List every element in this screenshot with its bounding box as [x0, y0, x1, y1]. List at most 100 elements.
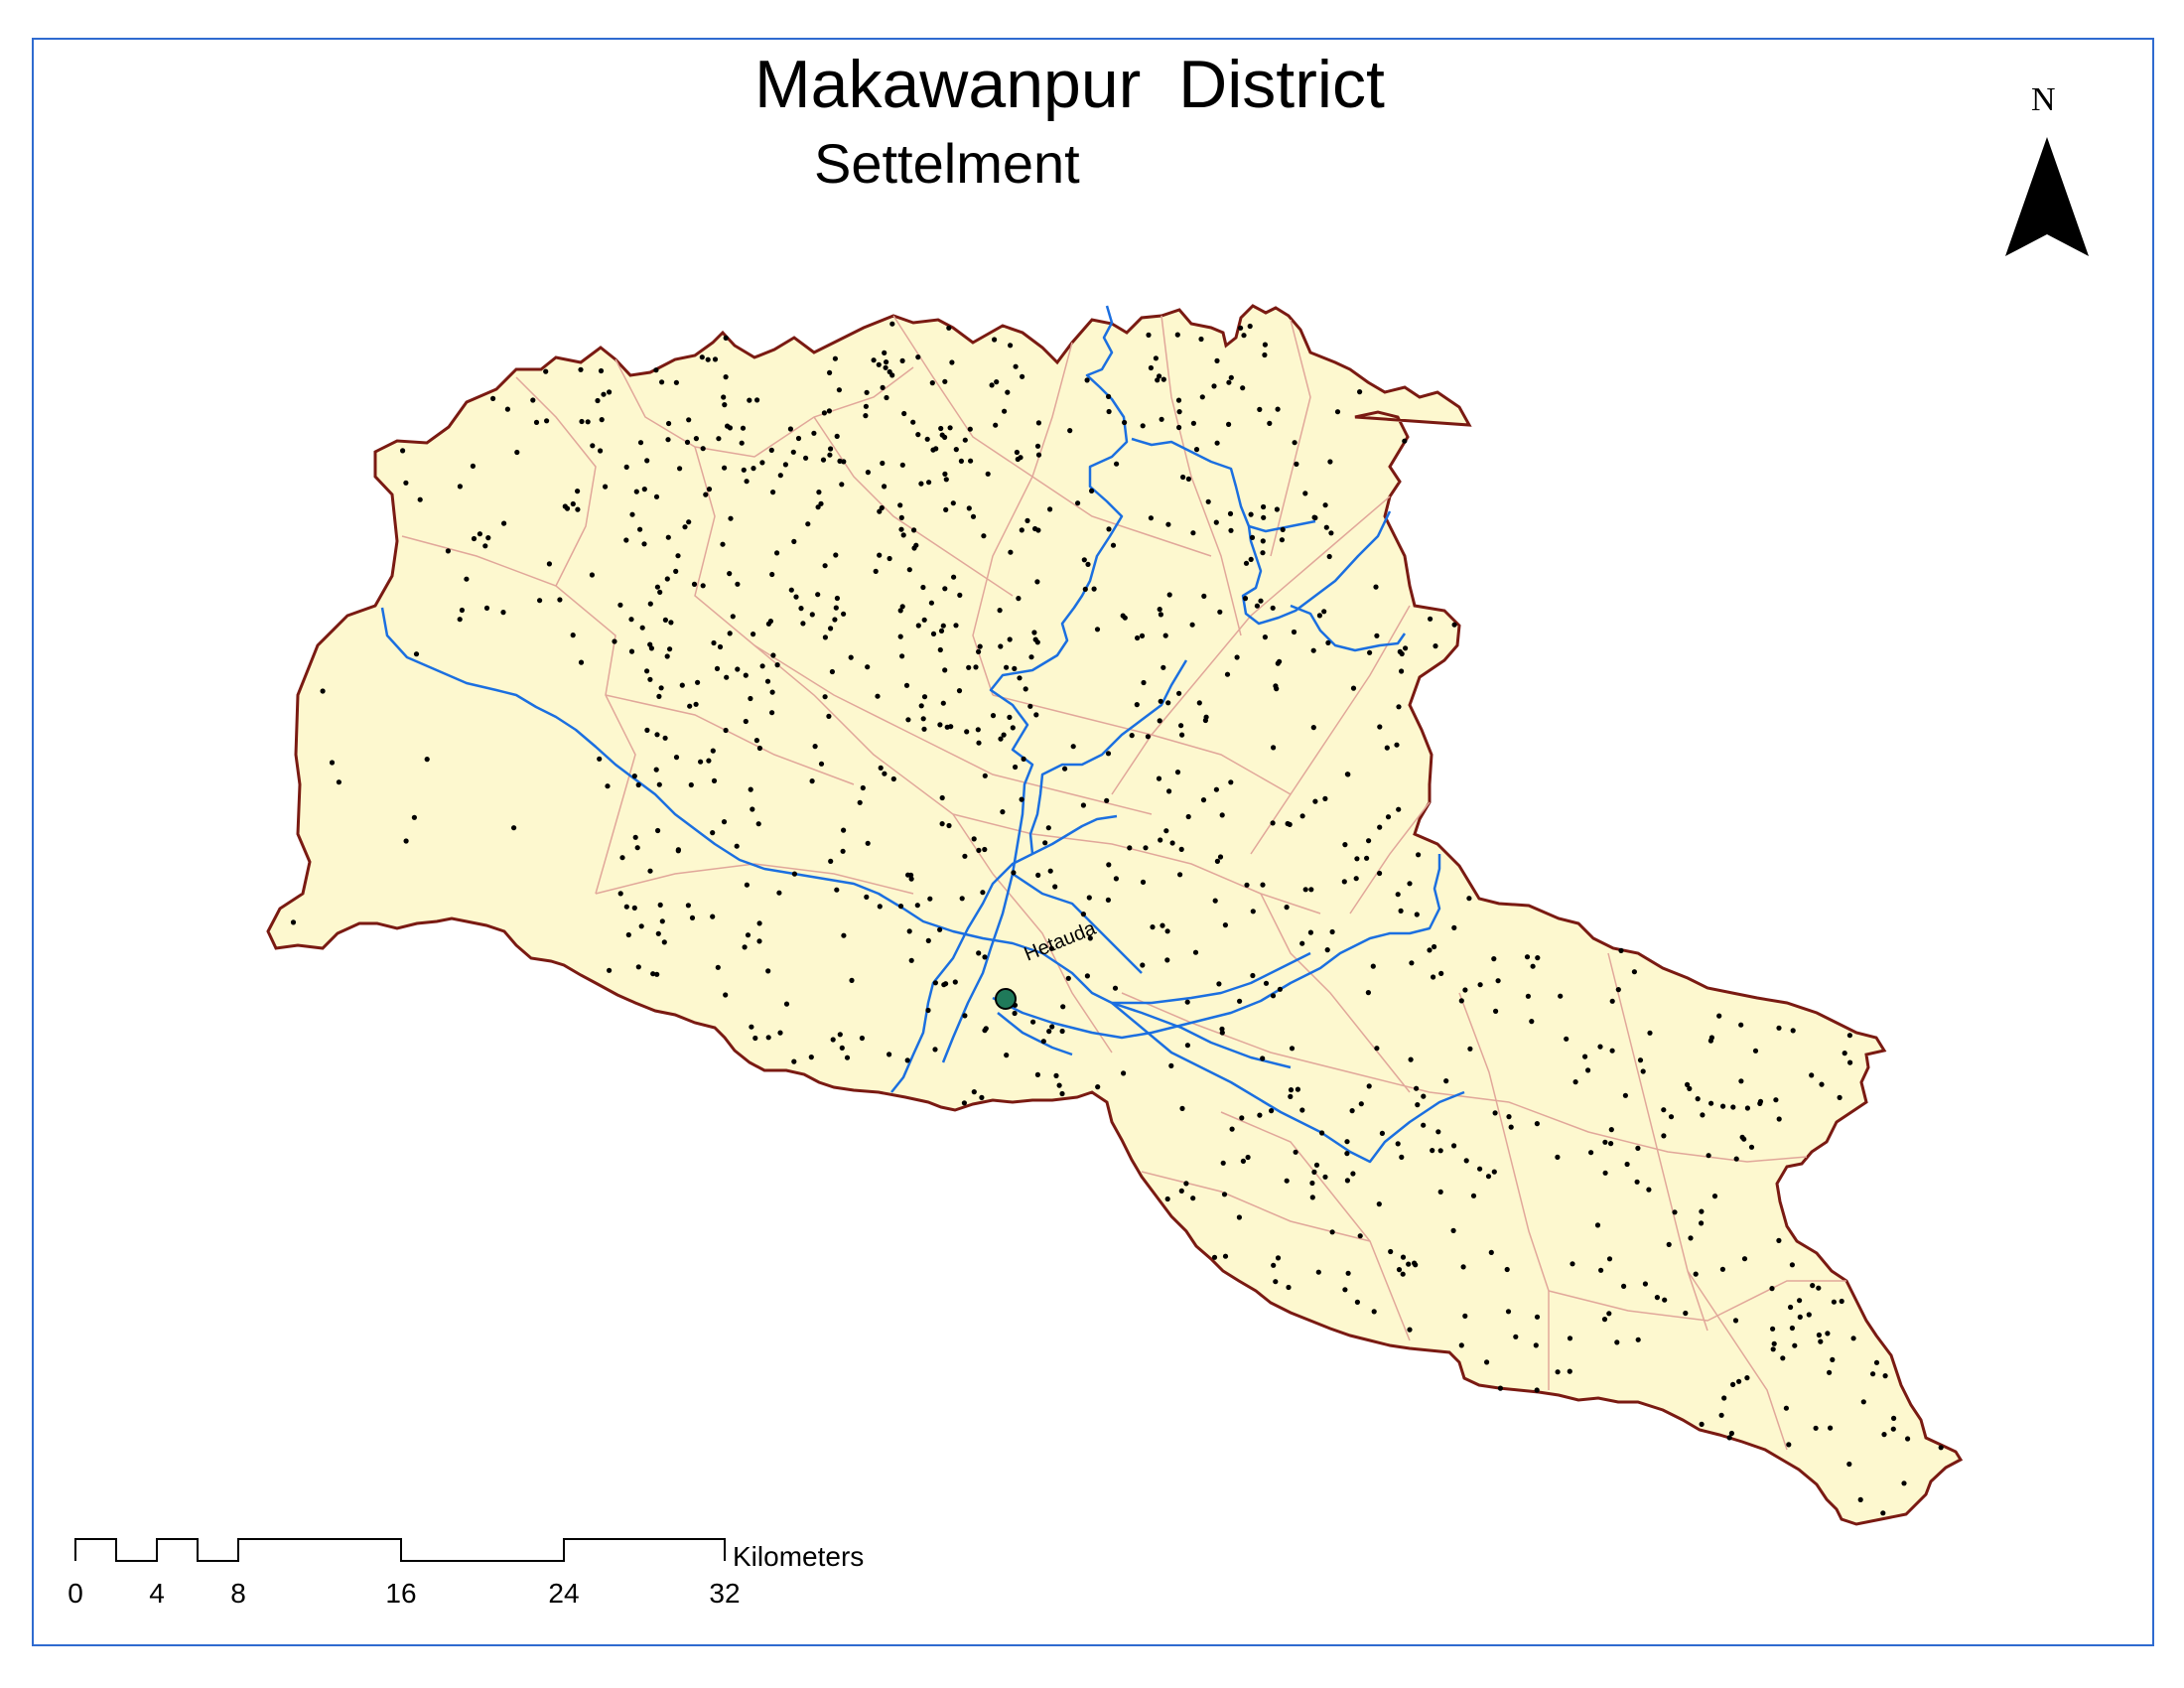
settlement-point	[1146, 734, 1151, 739]
settlement-point	[1216, 981, 1221, 986]
settlement-point	[1229, 375, 1234, 380]
settlement-point	[840, 1046, 845, 1051]
settlement-point	[1438, 1190, 1443, 1195]
settlement-point	[976, 741, 981, 746]
settlement-point	[991, 713, 996, 718]
settlement-point	[766, 622, 771, 627]
settlement-point	[414, 651, 419, 656]
settlement-point	[1367, 650, 1372, 655]
settlement-point	[706, 357, 711, 362]
settlement-point	[927, 897, 932, 902]
settlement-point	[654, 732, 659, 737]
settlement-point	[904, 683, 909, 688]
settlement-point	[828, 859, 833, 864]
settlement-point	[1154, 355, 1159, 360]
settlement-point	[1228, 779, 1233, 784]
settlement-point	[1165, 1196, 1170, 1201]
settlement-point	[665, 653, 670, 658]
settlement-point	[1179, 733, 1184, 738]
settlement-point	[791, 539, 796, 544]
settlement-point	[849, 978, 854, 983]
settlement-point	[1881, 1432, 1886, 1437]
settlement-point	[722, 819, 727, 824]
settlement-point	[770, 690, 775, 695]
settlement-point	[1085, 562, 1090, 567]
settlement-point	[982, 847, 987, 852]
settlement-point	[1106, 526, 1111, 531]
settlement-point	[769, 448, 774, 453]
settlement-point	[1053, 1073, 1058, 1078]
settlement-point	[940, 821, 945, 826]
settlement-point	[978, 644, 983, 649]
settlement-point	[1104, 798, 1109, 803]
settlement-point	[1141, 423, 1146, 428]
settlement-point	[603, 485, 608, 490]
settlement-point	[1246, 1155, 1251, 1160]
settlement-point	[1428, 617, 1433, 622]
settlement-point	[805, 521, 810, 526]
settlement-point	[686, 903, 691, 908]
settlement-point	[1327, 459, 1332, 464]
settlement-point	[863, 413, 868, 418]
settlement-point	[544, 418, 549, 423]
settlement-point	[534, 420, 539, 425]
settlement-point	[1498, 1386, 1503, 1391]
settlement-point	[728, 631, 733, 635]
settlement-point	[980, 890, 985, 895]
settlement-point	[933, 980, 938, 985]
settlement-point	[1176, 398, 1181, 403]
settlement-point	[586, 419, 591, 424]
settlement-point	[1041, 1039, 1046, 1044]
settlement-point	[1531, 964, 1536, 969]
settlement-point	[1271, 606, 1276, 611]
settlement-point	[1281, 527, 1286, 532]
settlement-point	[889, 322, 894, 327]
settlement-point	[636, 964, 641, 969]
settlement-point	[1409, 1057, 1414, 1062]
settlement-point	[1509, 1125, 1514, 1130]
settlement-point	[1226, 422, 1231, 427]
settlement-point	[1114, 462, 1119, 467]
settlement-point	[1699, 1220, 1704, 1225]
settlement-point	[1694, 1272, 1699, 1277]
settlement-point	[712, 778, 717, 783]
settlement-point	[1261, 538, 1266, 543]
settlement-point	[1299, 1107, 1304, 1112]
settlement-point	[1647, 1031, 1652, 1036]
settlement-point	[724, 728, 729, 733]
settlement-point	[1036, 453, 1041, 458]
settlement-point	[754, 738, 759, 743]
settlement-point	[1036, 420, 1041, 425]
settlement-point	[619, 855, 624, 860]
settlement-point	[1219, 1027, 1224, 1032]
settlement-point	[1186, 477, 1191, 482]
settlement-point	[981, 533, 986, 538]
settlement-point	[1883, 1373, 1888, 1378]
settlement-point	[809, 1055, 814, 1059]
settlement-point	[1588, 1150, 1593, 1155]
settlement-point	[1214, 520, 1219, 525]
settlement-point	[1260, 883, 1265, 888]
settlement-point	[1618, 948, 1623, 953]
settlement-point	[1135, 702, 1140, 707]
settlement-point	[783, 462, 788, 467]
settlement-point	[1870, 1371, 1875, 1376]
settlement-point	[686, 519, 691, 524]
settlement-point	[1271, 820, 1276, 825]
settlement-point	[1062, 767, 1067, 772]
settlement-point	[813, 744, 818, 749]
settlement-point	[1193, 950, 1198, 955]
settlement-point	[731, 614, 736, 619]
settlement-point	[642, 487, 647, 492]
scale-tick-labels: 0 4 8 16 24 32	[68, 1578, 740, 1609]
settlement-point	[723, 992, 728, 997]
settlement-point	[321, 688, 326, 693]
settlement-point	[1309, 1181, 1314, 1186]
settlement-point	[881, 385, 886, 390]
settlement-point	[916, 623, 921, 628]
settlement-point	[1720, 1104, 1725, 1109]
settlement-point	[471, 464, 476, 469]
settlement-point	[1214, 358, 1219, 363]
settlement-point	[563, 503, 568, 508]
settlement-point	[1636, 1337, 1641, 1342]
